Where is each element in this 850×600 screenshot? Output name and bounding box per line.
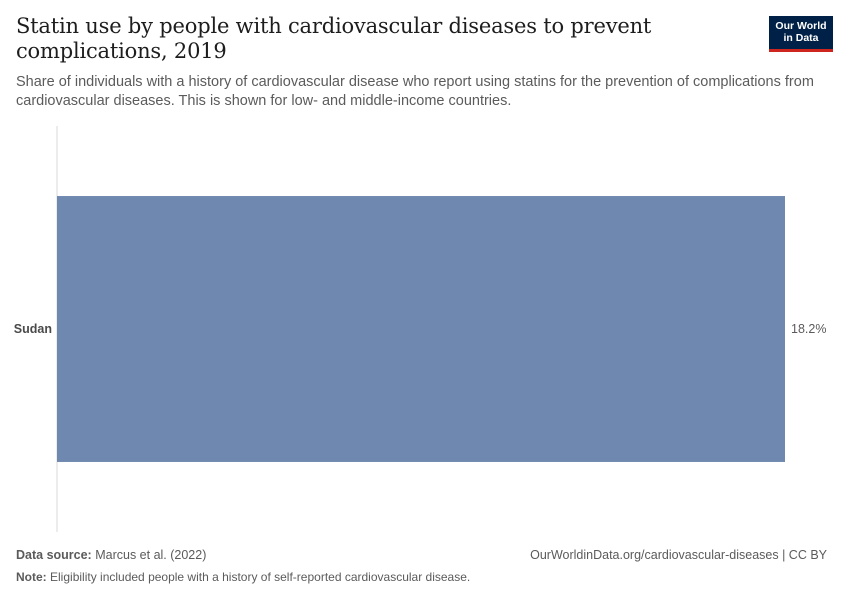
- note-text: Eligibility included people with a histo…: [50, 570, 471, 584]
- chart-subtitle: Share of individuals with a history of c…: [16, 74, 814, 109]
- logo-line-1: Our World: [775, 20, 827, 32]
- logo-line-2: in Data: [783, 32, 819, 44]
- chart-title: Statin use by people with cardiovascular…: [16, 14, 652, 63]
- data-source-label: Data source:: [16, 548, 92, 562]
- bar-sudan[interactable]: [57, 196, 785, 462]
- value-label-sudan: 18.2%: [791, 322, 826, 336]
- data-source: Data source: Marcus et al. (2022): [16, 548, 206, 562]
- chart-note: Note: Eligibility included people with a…: [16, 570, 470, 584]
- owid-logo[interactable]: Our World in Data: [769, 16, 833, 52]
- data-source-link[interactable]: Marcus et al. (2022): [95, 548, 207, 562]
- category-label-sudan: Sudan: [14, 322, 52, 336]
- note-label: Note:: [16, 570, 47, 584]
- source-url[interactable]: OurWorldinData.org/cardiovascular-diseas…: [530, 548, 827, 562]
